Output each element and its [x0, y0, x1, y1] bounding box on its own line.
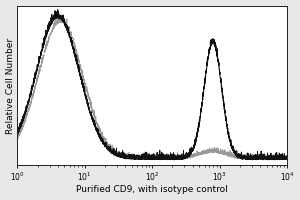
X-axis label: Purified CD9, with isotype control: Purified CD9, with isotype control	[76, 185, 228, 194]
Y-axis label: Relative Cell Number: Relative Cell Number	[6, 37, 15, 134]
